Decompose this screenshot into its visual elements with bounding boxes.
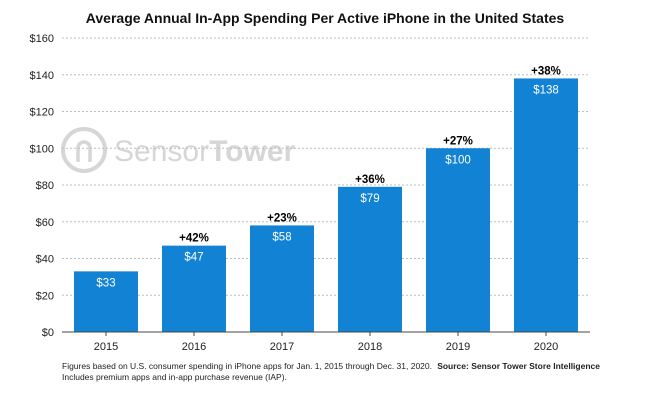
y-tick-label: $20 (36, 290, 54, 302)
bar (514, 78, 578, 332)
growth-label: +36% (355, 174, 385, 186)
bar-value-label: $58 (272, 231, 291, 243)
watermark-brand-bold: Tower (209, 135, 295, 168)
footnote: Figures based on U.S. consumer spending … (62, 361, 432, 382)
x-tick-label: 2020 (534, 341, 558, 353)
bar (426, 148, 490, 332)
bar-value-label: $138 (533, 84, 559, 96)
bar (250, 225, 314, 332)
chart-title: Average Annual In-App Spending Per Activ… (85, 10, 565, 26)
x-tick-label: 2017 (270, 341, 294, 353)
x-tick-label: 2016 (182, 341, 206, 353)
svg-text:SensorTower: SensorTower (114, 135, 296, 168)
x-tick-label: 2018 (358, 341, 382, 353)
x-tick-label: 2019 (446, 341, 470, 353)
source-note: Source: Sensor Tower Store Intelligence (437, 361, 600, 371)
gridlines (62, 37, 590, 296)
bars: $33 $47 +42% $58 +23% $79 +36% $100 +27% $138 +38% (74, 65, 578, 332)
growth-label: +27% (443, 135, 473, 147)
y-tick-label: $80 (36, 180, 54, 192)
watermark-brand-light: Sensor (114, 135, 209, 168)
bar-value-label: $79 (360, 193, 379, 205)
y-tick-label: $0 (42, 327, 54, 339)
growth-label: +23% (267, 212, 297, 224)
y-tick-label: $160 (30, 33, 54, 45)
y-tick-label: $140 (30, 70, 54, 82)
growth-label: +42% (179, 233, 209, 245)
bar-value-label: $100 (445, 154, 471, 166)
axes: $0 $20 $40 $60 $80 $100 $120 $140 $160 2015 2016 20… (30, 33, 590, 353)
bar-value-label: $47 (184, 252, 203, 264)
bar (338, 186, 402, 332)
bar (74, 271, 138, 332)
bar (162, 245, 226, 332)
y-tick-label: $100 (30, 143, 54, 155)
sensor-tower-logo-icon (61, 127, 107, 173)
y-tick-label: $120 (30, 107, 54, 119)
growth-label: +38% (531, 65, 561, 77)
x-tick-label: 2015 (94, 341, 118, 353)
watermark: SensorTower (61, 127, 296, 173)
y-tick-label: $60 (36, 217, 54, 229)
bar-value-label: $33 (96, 277, 115, 289)
y-tick-label: $40 (36, 254, 54, 266)
